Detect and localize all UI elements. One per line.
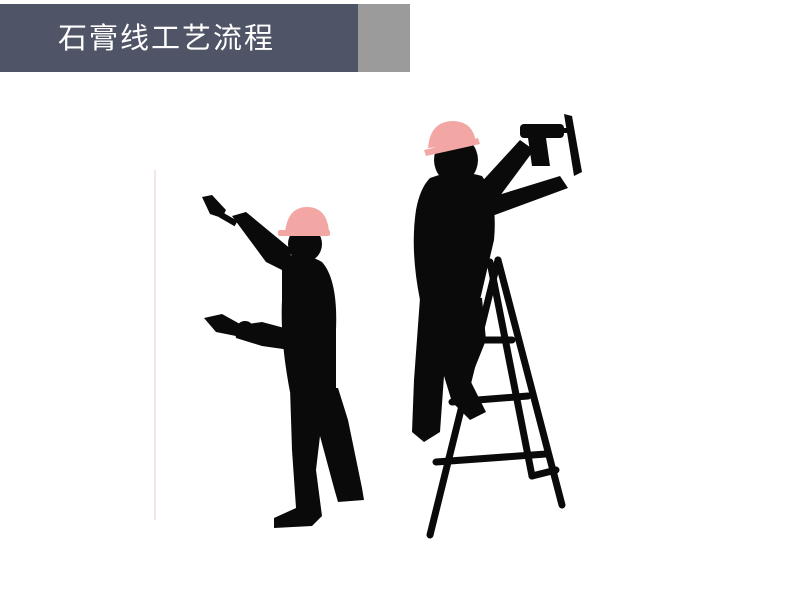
title-banner-accent <box>358 4 410 72</box>
right-worker-helmet-icon <box>424 121 480 156</box>
drill-icon <box>520 124 570 166</box>
page-title: 石膏线工艺流程 <box>58 21 276 55</box>
right-worker-silhouette <box>412 114 582 442</box>
step-ladder <box>426 256 566 539</box>
left-worker-helmet-icon <box>278 207 330 236</box>
lower-trowel-icon <box>204 314 240 336</box>
title-banner <box>0 4 358 72</box>
wall-edge <box>154 170 156 520</box>
upper-trowel-icon <box>202 195 226 218</box>
plaster-board-icon <box>564 114 582 176</box>
left-worker-silhouette <box>202 195 364 528</box>
